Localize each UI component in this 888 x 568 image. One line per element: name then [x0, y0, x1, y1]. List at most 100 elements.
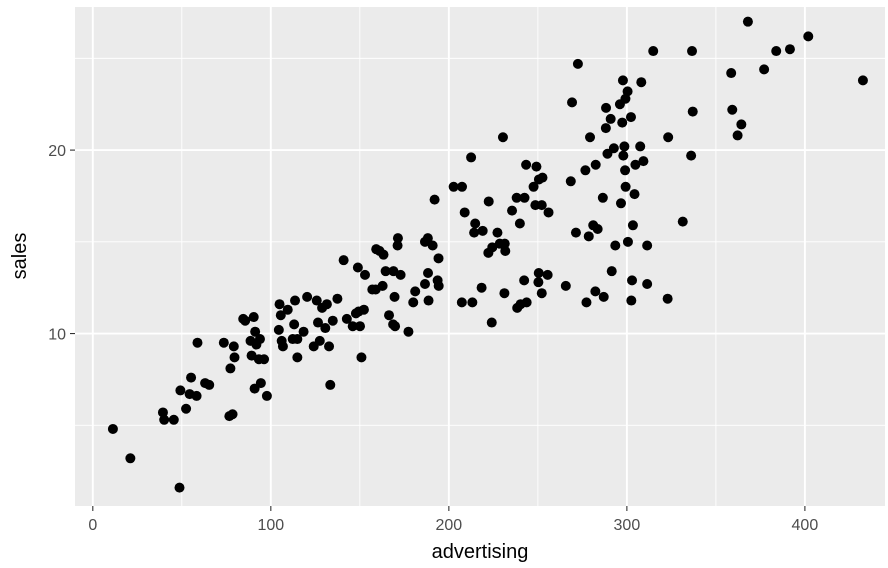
- data-point: [567, 97, 578, 108]
- data-point: [422, 233, 433, 244]
- data-point: [469, 227, 480, 238]
- data-point: [638, 156, 649, 167]
- data-point: [358, 304, 369, 315]
- data-point: [225, 363, 236, 374]
- data-point: [606, 266, 617, 277]
- data-point: [686, 150, 697, 161]
- data-point: [627, 275, 638, 286]
- data-point: [433, 280, 444, 291]
- data-point: [457, 181, 468, 192]
- data-point: [514, 218, 525, 229]
- data-point: [324, 341, 335, 352]
- data-point: [380, 266, 391, 277]
- x-tick-label: 0: [88, 517, 97, 534]
- data-point: [341, 313, 352, 324]
- data-point: [499, 238, 510, 249]
- data-point: [229, 352, 240, 363]
- data-point: [662, 293, 673, 304]
- data-point: [625, 112, 636, 123]
- data-point: [377, 280, 388, 291]
- data-point: [355, 321, 366, 332]
- data-point: [536, 200, 547, 211]
- data-point: [486, 317, 497, 328]
- data-point: [192, 337, 203, 348]
- data-point: [511, 192, 522, 203]
- data-point: [500, 246, 511, 256]
- data-point: [648, 46, 659, 57]
- data-point: [250, 326, 261, 337]
- data-point: [254, 334, 265, 345]
- data-point: [327, 315, 338, 326]
- data-point: [325, 379, 336, 390]
- data-point: [533, 268, 544, 279]
- data-point: [240, 315, 251, 326]
- data-point: [617, 75, 628, 86]
- data-point: [338, 255, 349, 266]
- y-axis-title: sales: [9, 233, 31, 280]
- data-point: [636, 77, 647, 88]
- data-point: [617, 117, 628, 128]
- data-point: [378, 249, 389, 260]
- data-point: [592, 223, 603, 234]
- data-point: [580, 165, 591, 176]
- data-point: [542, 269, 553, 280]
- data-point: [174, 482, 185, 493]
- data-point: [590, 286, 601, 297]
- x-axis-title: advertising: [432, 541, 529, 563]
- data-point: [626, 295, 637, 306]
- data-point: [572, 58, 583, 69]
- data-point: [408, 297, 419, 308]
- data-point: [630, 159, 641, 170]
- data-point: [742, 16, 753, 27]
- data-point: [228, 341, 239, 352]
- data-point: [687, 46, 698, 57]
- data-point: [384, 310, 395, 321]
- data-point: [605, 113, 616, 124]
- data-point: [298, 326, 309, 337]
- data-point: [392, 233, 403, 244]
- data-point: [597, 192, 608, 203]
- data-point: [311, 295, 322, 306]
- x-tick-label: 200: [435, 517, 462, 534]
- data-point: [537, 172, 548, 183]
- data-point: [429, 194, 440, 205]
- data-point: [352, 262, 363, 273]
- data-point: [248, 312, 259, 323]
- data-point: [570, 227, 581, 238]
- data-point: [590, 159, 601, 170]
- data-point: [389, 291, 400, 302]
- data-point: [620, 181, 631, 192]
- data-point: [175, 385, 186, 396]
- data-point: [627, 220, 638, 231]
- data-point: [610, 240, 621, 251]
- y-tick-label: 10: [48, 327, 66, 344]
- x-axis-ticks: 0 100 200 300 400: [88, 506, 818, 534]
- data-point: [642, 279, 653, 290]
- data-point: [360, 269, 370, 280]
- data-point: [642, 240, 653, 251]
- data-point: [663, 132, 674, 143]
- data-point: [390, 321, 401, 332]
- data-point: [218, 337, 229, 348]
- data-point: [356, 352, 367, 363]
- data-point: [521, 159, 532, 170]
- data-point: [125, 453, 136, 464]
- data-point: [302, 291, 313, 302]
- data-point: [456, 297, 467, 308]
- data-point: [507, 205, 518, 216]
- data-point: [448, 181, 459, 192]
- data-point: [531, 161, 542, 172]
- data-point: [476, 282, 487, 293]
- data-point: [255, 378, 266, 389]
- data-point: [635, 141, 646, 152]
- plot-panel: [75, 7, 885, 506]
- x-tick-label: 400: [792, 517, 819, 534]
- data-point: [459, 207, 470, 218]
- data-point: [273, 324, 284, 335]
- data-point: [275, 310, 286, 321]
- data-point: [423, 295, 434, 306]
- data-point: [277, 341, 288, 352]
- data-point: [598, 291, 609, 302]
- data-point: [477, 225, 488, 236]
- data-point: [736, 119, 747, 130]
